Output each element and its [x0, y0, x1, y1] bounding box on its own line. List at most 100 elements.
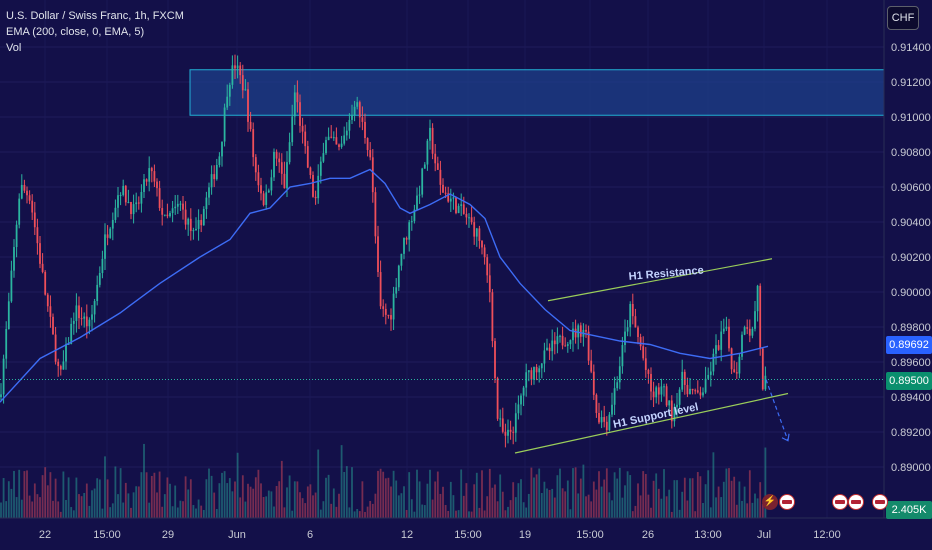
- volume-indicator-label[interactable]: Vol: [6, 42, 22, 54]
- channel-support-line[interactable]: [514, 392, 789, 454]
- candle-body: [483, 247, 486, 258]
- volume-bar: [221, 472, 223, 518]
- volume-bar: [657, 488, 660, 518]
- volume-bar: [312, 495, 314, 518]
- candle-body: [119, 194, 122, 196]
- candle-body: [756, 285, 759, 312]
- time-axis-panel[interactable]: [0, 518, 932, 550]
- candle-body: [343, 135, 346, 144]
- volume-bar: [163, 494, 166, 518]
- candle-body: [306, 146, 309, 168]
- us-flag-event-icon[interactable]: [779, 494, 795, 510]
- lightning-icon[interactable]: ⚡: [762, 494, 778, 510]
- currency-badge[interactable]: CHF: [887, 6, 919, 30]
- candle-body: [655, 387, 658, 398]
- volume-bar: [291, 510, 294, 518]
- candle-body: [673, 407, 676, 422]
- volume-bar: [306, 486, 309, 518]
- volume-bar: [475, 472, 478, 518]
- time-tick-label: 29: [162, 529, 174, 541]
- volume-bar: [681, 491, 684, 518]
- volume-bar: [733, 476, 736, 518]
- candle-body: [444, 192, 447, 194]
- volume-bar: [686, 500, 689, 518]
- volume-bar: [673, 480, 676, 518]
- candle-body: [208, 187, 210, 198]
- candle-body: [423, 164, 426, 169]
- time-tick-label: 22: [39, 529, 51, 541]
- volume-bar: [143, 443, 145, 518]
- candle-body: [735, 372, 738, 374]
- candle-body: [85, 316, 88, 327]
- volume-bar: [111, 503, 114, 518]
- volume-bar: [130, 507, 132, 518]
- candle-body: [491, 292, 494, 342]
- candle-body: [96, 284, 99, 302]
- price-tick-label: 0.89200: [891, 427, 931, 439]
- volume-bar: [215, 509, 218, 518]
- volume-bar: [330, 503, 333, 518]
- volume-bar: [104, 456, 106, 518]
- candle-body: [335, 137, 338, 145]
- volume-bar: [527, 493, 530, 518]
- candle-body: [5, 328, 8, 359]
- candle-body: [621, 345, 624, 367]
- candle-body: [587, 331, 590, 361]
- candle-body: [280, 162, 283, 174]
- volume-bar: [408, 472, 411, 518]
- volume-bar: [260, 483, 262, 518]
- channel-resistance-line[interactable]: [547, 258, 773, 302]
- candle-body: [733, 369, 736, 373]
- us-flag-event-icon[interactable]: [848, 494, 864, 510]
- candle-body: [481, 240, 483, 248]
- candle-body: [566, 344, 569, 346]
- volume-bar: [18, 469, 21, 518]
- volume-bar: [254, 477, 257, 518]
- candle-body: [434, 153, 437, 164]
- candle-body: [702, 392, 704, 396]
- volume-bar: [429, 469, 431, 518]
- volume-bar: [413, 511, 416, 518]
- candle-body: [301, 125, 304, 132]
- candle-body: [608, 414, 611, 431]
- volume-bar: [52, 500, 54, 518]
- volume-bar: [616, 478, 619, 518]
- volume-bar: [270, 491, 273, 518]
- candle-body: [78, 305, 80, 319]
- candle-body: [592, 371, 595, 395]
- candle-body: [184, 209, 187, 225]
- us-flag-event-icon[interactable]: [872, 494, 888, 510]
- candle-body: [475, 228, 478, 237]
- price-tick-label: 0.91000: [891, 112, 931, 124]
- volume-bar: [26, 470, 28, 518]
- candle-body: [694, 390, 697, 392]
- volume-bar: [444, 505, 447, 518]
- candle-body: [70, 323, 73, 344]
- symbol-title[interactable]: U.S. Dollar / Swiss Franc, 1h, FXCM: [6, 10, 184, 22]
- ema-price-tag: 0.89692: [886, 336, 932, 354]
- volume-bar: [694, 511, 697, 518]
- candle-body: [400, 253, 403, 266]
- candle-body: [743, 327, 746, 335]
- volume-bar: [639, 495, 642, 518]
- volume-bar: [754, 493, 756, 518]
- volume-bar: [735, 504, 738, 518]
- volume-bar: [2, 478, 5, 518]
- candle-body: [725, 326, 728, 329]
- volume-bar: [533, 477, 535, 518]
- volume-bar: [447, 510, 450, 518]
- ema-indicator-label[interactable]: EMA (200, close, 0, EMA, 5): [6, 26, 145, 38]
- volume-bar: [114, 466, 117, 518]
- candle-body: [273, 151, 275, 178]
- volume-bar: [200, 505, 203, 518]
- price-axis-panel[interactable]: [884, 0, 932, 518]
- volume-bar: [728, 468, 730, 518]
- candle-body: [730, 348, 733, 370]
- volume-bar: [371, 503, 374, 518]
- candle-body: [683, 371, 686, 385]
- us-flag-event-icon[interactable]: [832, 494, 848, 510]
- volume-bar: [174, 485, 177, 518]
- volume-bar: [335, 506, 338, 518]
- volume-bar: [725, 468, 728, 518]
